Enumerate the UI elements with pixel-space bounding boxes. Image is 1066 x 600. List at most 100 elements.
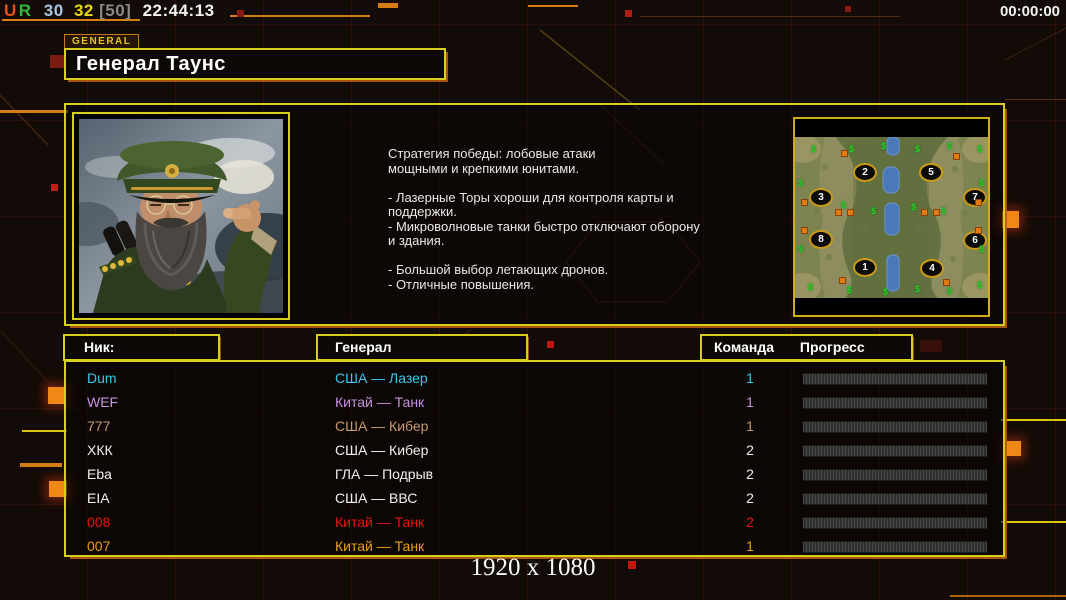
structure-marker-icon: [933, 209, 940, 216]
player-nick: 008: [87, 514, 111, 530]
player-progress-bar: [803, 541, 987, 553]
structure-marker-icon: [847, 209, 854, 216]
player-general: США — Кибер: [335, 442, 429, 458]
player-team: 2: [746, 466, 754, 482]
stat-num2: 32: [73, 1, 94, 20]
structure-marker-icon: [975, 227, 982, 234]
player-nick: Dum: [87, 370, 117, 386]
player-team: 1: [746, 538, 754, 554]
player-team: 1: [746, 418, 754, 434]
supply-marker-icon: $: [841, 200, 847, 210]
map-start-position: 4: [920, 259, 944, 278]
table-row[interactable]: 007 Китай — Танк 1: [66, 534, 1003, 558]
tab-general[interactable]: GENERAL: [64, 34, 140, 49]
player-team: 1: [746, 394, 754, 410]
player-general: Китай — Танк: [335, 394, 425, 410]
player-progress-bar: [803, 397, 987, 409]
stat-u: U: [4, 1, 17, 20]
structure-marker-icon: [839, 277, 846, 284]
player-general: США — ВВС: [335, 490, 418, 506]
player-progress-bar: [803, 469, 987, 481]
structure-marker-icon: [841, 150, 848, 157]
supply-marker-icon: $: [947, 286, 953, 296]
stat-bracket: [50]: [99, 1, 132, 20]
supply-marker-icon: $: [881, 141, 887, 151]
player-nick: 777: [87, 418, 111, 434]
supply-marker-icon: $: [808, 282, 814, 292]
header-team-progress: Команда Прогресс: [700, 334, 913, 361]
player-general: Китай — Танк: [335, 538, 425, 554]
table-row[interactable]: Eba ГЛА — Подрыв 2: [66, 462, 1003, 486]
supply-marker-icon: $: [979, 178, 985, 188]
stat-num1: 30: [43, 1, 64, 20]
table-row[interactable]: 008 Китай — Танк 2: [66, 510, 1003, 534]
player-general: США — Лазер: [335, 370, 428, 386]
supply-marker-icon: $: [941, 206, 947, 216]
general-info-panel: Стратегия победы: лобовые атаки мощными …: [64, 103, 1005, 326]
supply-marker-icon: $: [798, 244, 804, 254]
map-start-position: 1: [853, 258, 877, 277]
structure-marker-icon: [975, 199, 982, 206]
map-start-position: 8: [809, 230, 833, 249]
table-row[interactable]: Dum США — Лазер 1: [66, 366, 1003, 390]
player-nick: WEF: [87, 394, 119, 410]
supply-marker-icon: $: [911, 202, 917, 212]
structure-marker-icon: [801, 227, 808, 234]
supply-marker-icon: $: [871, 206, 877, 216]
supply-marker-icon: $: [977, 144, 983, 154]
stat-r: R: [18, 1, 32, 20]
player-team: 2: [746, 514, 754, 530]
table-row[interactable]: WEF Китай — Танк 1: [66, 390, 1003, 414]
general-title: Генерал Таунс: [64, 48, 446, 80]
supply-marker-icon: $: [915, 144, 921, 154]
structure-marker-icon: [801, 199, 808, 206]
structure-marker-icon: [943, 279, 950, 286]
player-team: 2: [746, 442, 754, 458]
player-nick: Eba: [87, 466, 112, 482]
supply-marker-icon: $: [798, 178, 804, 188]
map-start-position: 6: [963, 231, 987, 250]
table-row[interactable]: ХКК США — Кибер 2: [66, 438, 1003, 462]
player-progress-bar: [803, 421, 987, 433]
table-row[interactable]: 777 США — Кибер 1: [66, 414, 1003, 438]
supply-marker-icon: $: [847, 285, 853, 295]
map-start-position: 3: [809, 188, 833, 207]
player-table: Dum США — Лазер 1 WEF Китай — Танк 1 777…: [64, 360, 1005, 557]
resolution-label: 1920 x 1080: [470, 554, 596, 581]
map-start-position: 2: [853, 163, 877, 182]
header-nick: Ник:: [63, 334, 220, 361]
supply-marker-icon: $: [883, 287, 889, 297]
supply-marker-icon: $: [915, 284, 921, 294]
structure-marker-icon: [953, 153, 960, 160]
clock: 22:44:13: [142, 1, 215, 20]
player-progress-bar: [803, 373, 987, 385]
header-general: Генерал: [316, 334, 528, 361]
map-start-position: 5: [919, 163, 943, 182]
player-team: 2: [746, 490, 754, 506]
structure-marker-icon: [921, 209, 928, 216]
player-general: Китай — Танк: [335, 514, 425, 530]
player-progress-bar: [803, 517, 987, 529]
player-progress-bar: [803, 493, 987, 505]
supply-marker-icon: $: [849, 144, 855, 154]
strategy-text: Стратегия победы: лобовые атаки мощными …: [388, 146, 700, 292]
supply-marker-icon: $: [947, 141, 953, 151]
player-general: США — Кибер: [335, 418, 429, 434]
player-team: 1: [746, 370, 754, 386]
portrait-art: [79, 119, 283, 313]
supply-marker-icon: $: [811, 144, 817, 154]
player-nick: ХКК: [87, 442, 113, 458]
table-row[interactable]: EIA США — ВВС 2: [66, 486, 1003, 510]
general-portrait: [72, 112, 290, 320]
player-progress-bar: [803, 445, 987, 457]
player-general: ГЛА — Подрыв: [335, 466, 434, 482]
game-timer: 00:00:00: [999, 3, 1060, 20]
player-nick: EIA: [87, 490, 110, 506]
structure-marker-icon: [835, 209, 842, 216]
supply-marker-icon: $: [977, 280, 983, 290]
player-nick: 007: [87, 538, 111, 554]
